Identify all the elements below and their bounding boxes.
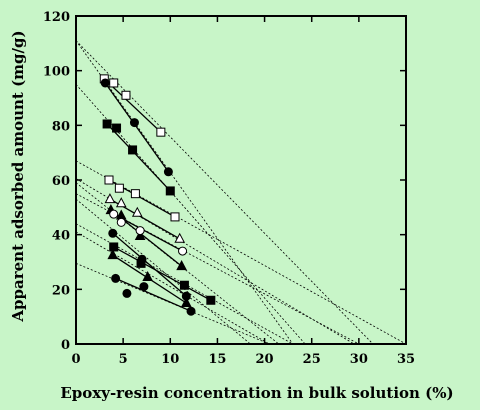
- data-point-filled-circle: [139, 282, 149, 292]
- data-point-open-square: [170, 212, 180, 222]
- x-tick-label: 5: [119, 352, 128, 367]
- data-point-filled-triangle: [107, 249, 119, 260]
- data-point-filled-circle: [163, 167, 173, 177]
- extrapolation-line: [76, 40, 374, 344]
- fit-line: [106, 123, 171, 192]
- data-point-open-square: [156, 127, 166, 137]
- data-point-open-square: [130, 189, 140, 199]
- data-point-filled-circle: [129, 118, 139, 128]
- data-point-filled-square: [128, 145, 138, 155]
- data-point-filled-triangle: [176, 260, 187, 271]
- extrapolation-line: [76, 231, 270, 344]
- data-point-filled-square: [112, 123, 122, 133]
- data-point-open-circle: [178, 246, 188, 256]
- fit-line: [104, 82, 169, 173]
- data-markers: [99, 74, 216, 316]
- data-point-filled-square: [136, 258, 146, 268]
- x-tick-label: 20: [256, 352, 274, 367]
- data-point-filled-triangle: [134, 229, 146, 241]
- y-tick-label: 80: [52, 119, 70, 134]
- y-tick-label: 60: [52, 174, 70, 189]
- y-tick-label: 40: [52, 229, 70, 244]
- data-point-filled-circle: [100, 78, 110, 88]
- data-point-open-triangle: [131, 206, 143, 217]
- x-tick-label: 10: [161, 352, 179, 367]
- data-point-open-circle: [116, 217, 126, 227]
- data-point-filled-square: [206, 295, 216, 305]
- data-point-filled-triangle: [180, 296, 192, 307]
- fit-line: [115, 277, 192, 312]
- data-point-filled-circle: [108, 228, 118, 238]
- y-axis-title: Apparent adsorbed amount (mg/g): [9, 30, 27, 322]
- data-point-open-square: [104, 175, 114, 185]
- data-point-filled-square: [109, 242, 119, 252]
- data-point-filled-square: [179, 280, 189, 290]
- data-point-filled-circle: [186, 306, 196, 316]
- data-point-open-triangle: [115, 197, 127, 208]
- axis-ticks: 0 5 10 15 20 25 30 35 0 20 40 60 80 100 120: [43, 10, 415, 367]
- y-tick-label: 0: [61, 338, 70, 353]
- data-point-open-square: [121, 90, 131, 100]
- extrapolation-line: [76, 160, 406, 344]
- extrapolation-line: [76, 198, 251, 344]
- x-tick-label: 30: [350, 352, 368, 367]
- x-tick-label: 0: [71, 352, 80, 367]
- data-point-open-square: [109, 78, 119, 88]
- data-point-open-circle: [135, 226, 145, 236]
- data-point-open-triangle: [174, 232, 186, 243]
- x-axis-title: Epoxy-resin concentration in bulk soluti…: [60, 384, 453, 402]
- data-point-open-square: [114, 183, 124, 193]
- data-point-open-triangle: [104, 193, 116, 204]
- data-point-filled-square: [102, 119, 112, 129]
- y-tick-label: 20: [52, 283, 70, 298]
- data-point-filled-circle: [111, 273, 121, 283]
- data-point-filled-square: [165, 186, 175, 196]
- x-tick-label: 15: [208, 352, 226, 367]
- fit-line: [113, 246, 212, 301]
- fit-line: [103, 78, 162, 133]
- y-tick-label: 100: [43, 65, 70, 80]
- data-point-open-circle: [109, 209, 119, 219]
- y-tick-label: 120: [43, 10, 70, 25]
- data-point-filled-circle: [122, 288, 132, 298]
- data-point-filled-triangle: [142, 270, 153, 282]
- x-tick-label: 25: [303, 352, 321, 367]
- fit-lines: [76, 40, 406, 344]
- x-tick-label: 35: [397, 352, 415, 367]
